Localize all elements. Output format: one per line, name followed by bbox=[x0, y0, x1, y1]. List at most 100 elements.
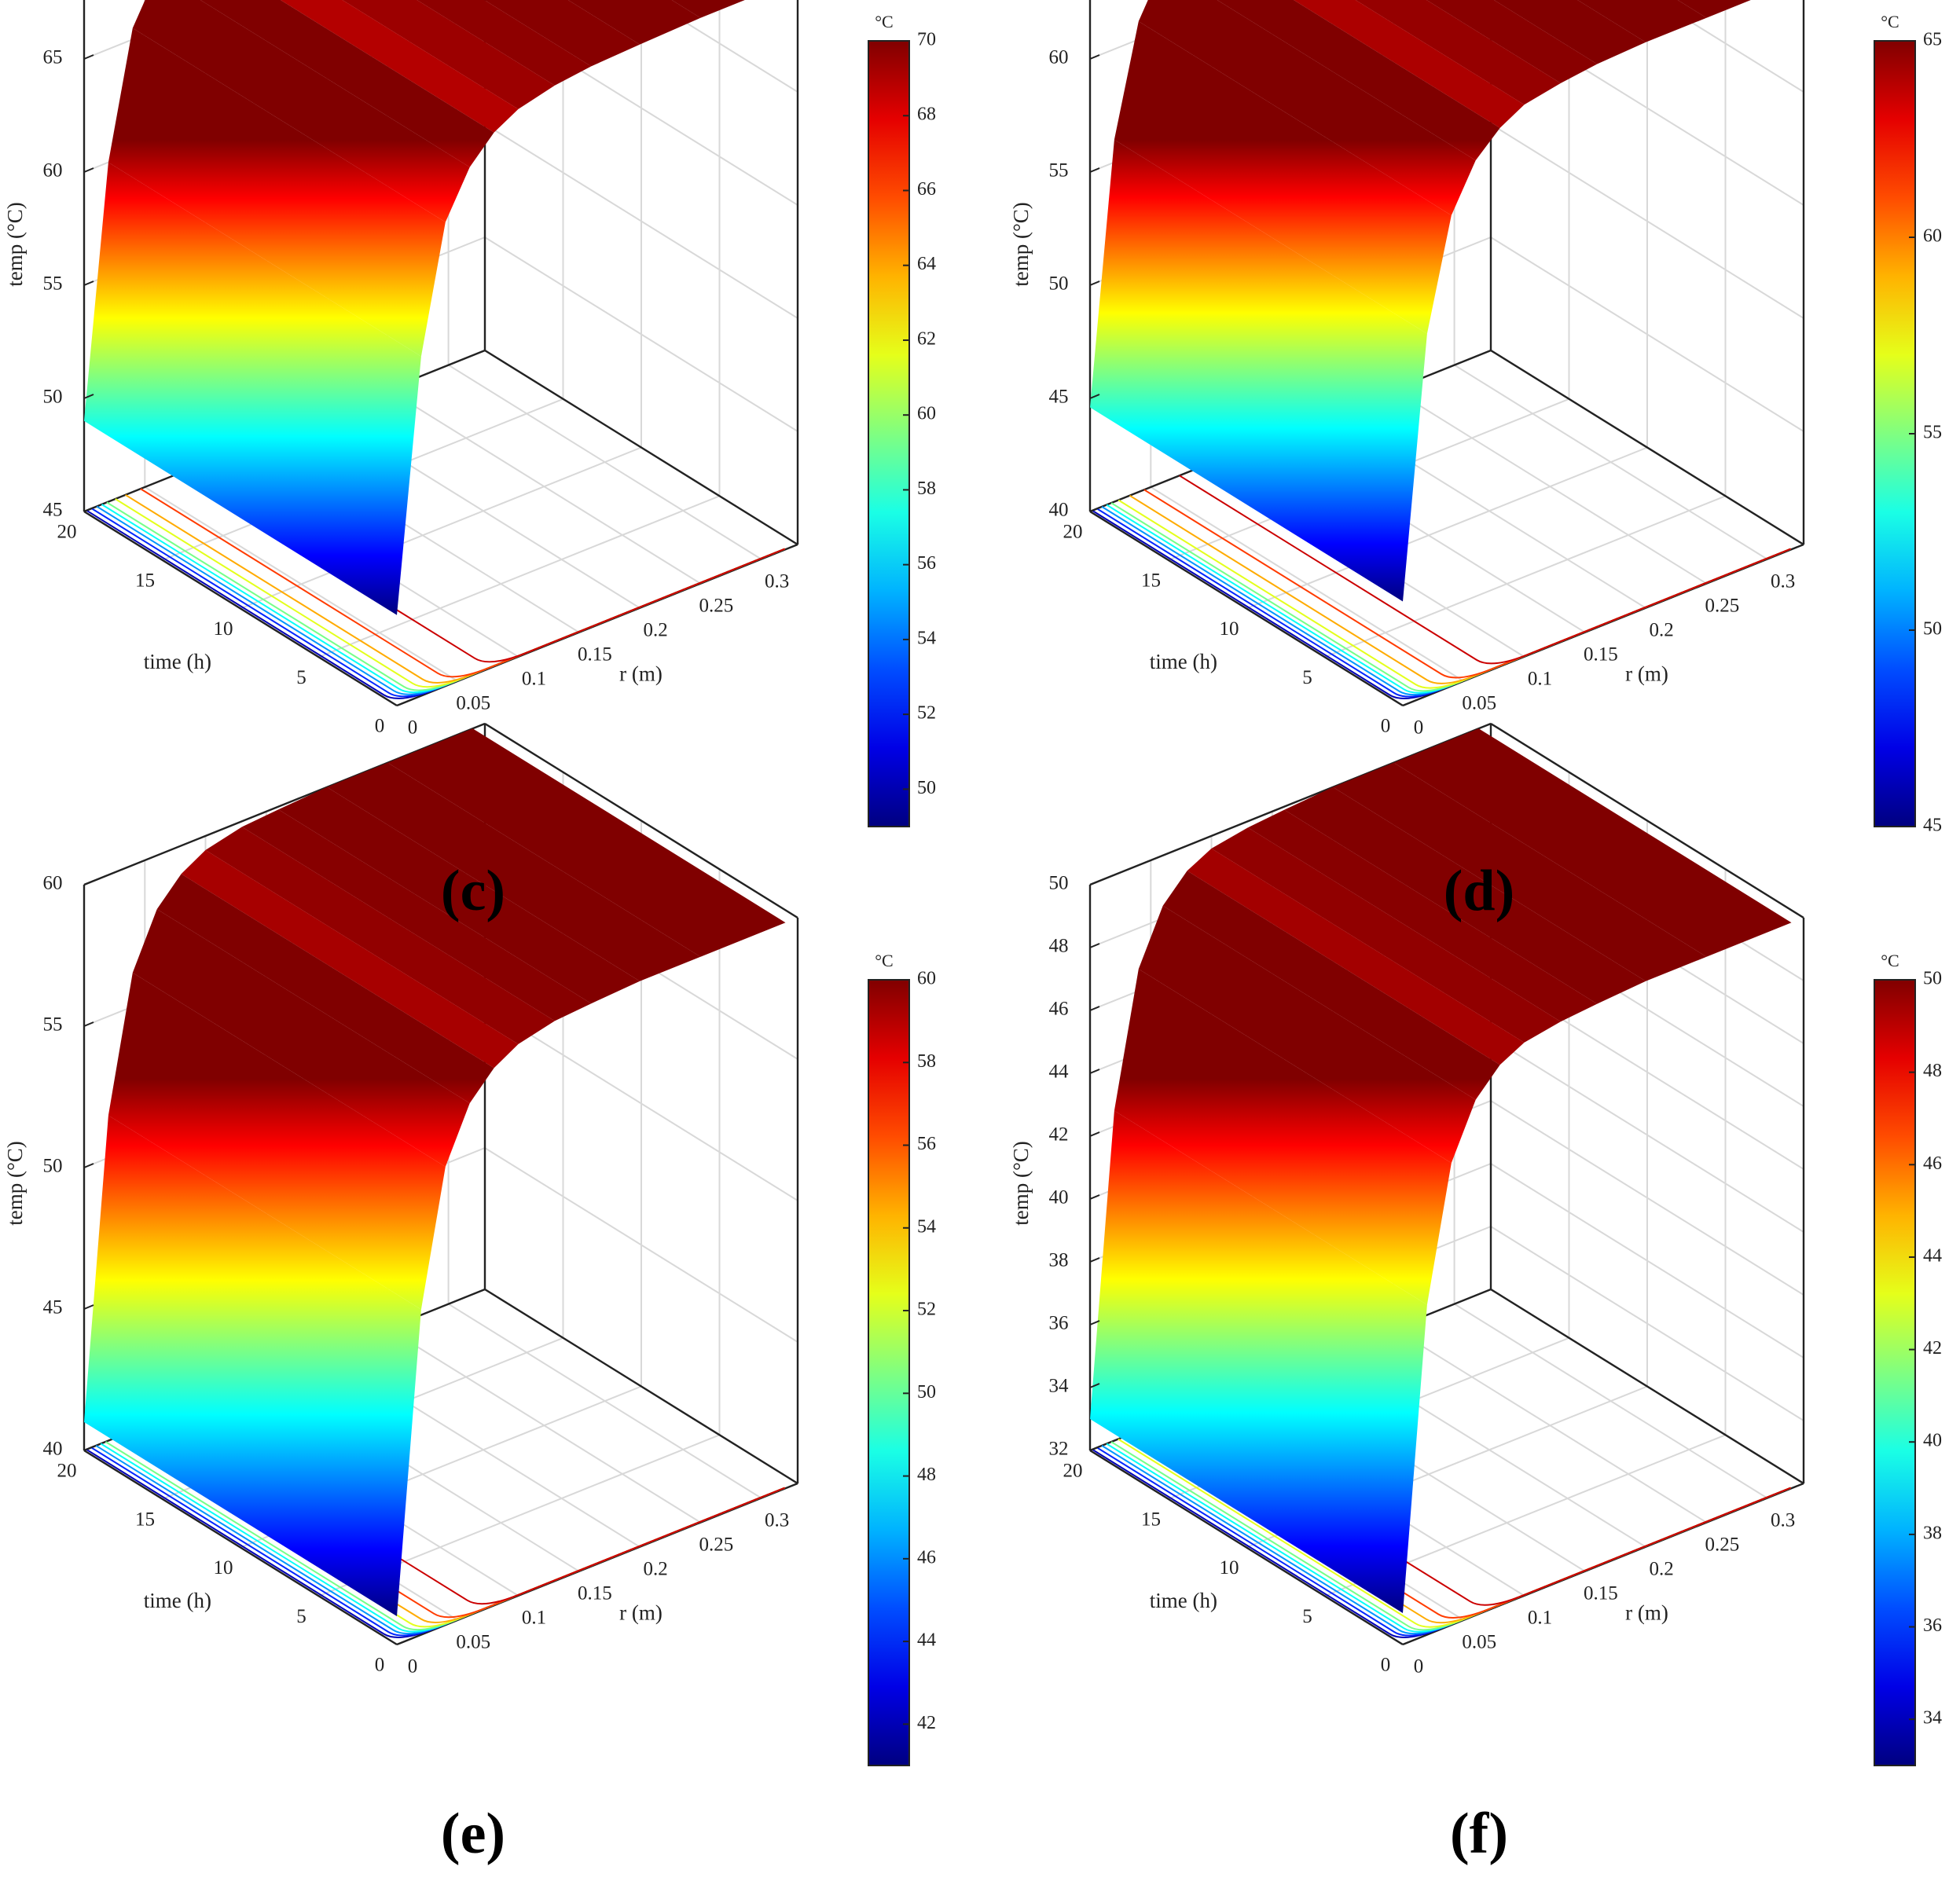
colorbar-tick-label: 70 bbox=[917, 30, 936, 50]
floor-contours bbox=[86, 473, 786, 699]
colorbar-tick-label: 56 bbox=[917, 553, 936, 574]
z-tick bbox=[83, 1163, 94, 1168]
time-tick-label: 0 bbox=[1381, 1655, 1391, 1676]
surface-strip bbox=[181, 849, 519, 1069]
z-tick-label: 45 bbox=[43, 1297, 63, 1318]
r-axis-title: r (m) bbox=[619, 662, 663, 685]
surface-strip bbox=[200, 0, 494, 167]
z-tick-label: 60 bbox=[43, 873, 63, 894]
time-tick-label: 15 bbox=[135, 1509, 155, 1530]
panel-e-plot: 40 45 50 55 60 0 0.05 0.1 0.15 0.2 0.25 0.3 0 5 10 15 20… bbox=[3, 722, 936, 1766]
panel-label-f: (f) bbox=[1450, 1802, 1508, 1866]
surface-strip bbox=[387, 728, 786, 957]
panel-c-plot: 45 50 55 60 65 70 0 0.05 0.1 0.15 0.2 0.25 0.3 0 5 10 15… bbox=[3, 0, 936, 827]
z-tick-label: 50 bbox=[43, 387, 63, 408]
r-tick-label: 0.3 bbox=[765, 1509, 789, 1531]
colorbar-tick-label: 46 bbox=[1923, 1153, 1942, 1174]
z-tick-label: 40 bbox=[43, 1439, 63, 1460]
colorbar-tick-label: 36 bbox=[1923, 1615, 1942, 1636]
surface-strip bbox=[1247, 809, 1598, 1022]
colorbar-gradient bbox=[868, 40, 910, 827]
colorbar-tick-label: 66 bbox=[917, 179, 936, 200]
surface-strip bbox=[1294, 0, 1525, 128]
z-tick bbox=[1089, 507, 1100, 512]
time-tick-label: 5 bbox=[1302, 1606, 1312, 1627]
colorbar-unit: °C bbox=[1881, 951, 1899, 970]
r-tick-label: 0.1 bbox=[522, 1608, 546, 1629]
z-tick bbox=[1089, 880, 1100, 886]
axis-edge bbox=[484, 722, 798, 919]
r-tick-label: 0.25 bbox=[699, 1534, 733, 1555]
surface-strip bbox=[1090, 139, 1427, 602]
contour-line bbox=[169, 1415, 786, 1605]
surface-strip bbox=[205, 827, 555, 1044]
contour-line bbox=[177, 473, 786, 663]
z-tick-label: 45 bbox=[43, 500, 63, 521]
surface-strip bbox=[1393, 728, 1792, 957]
colorbar-tick-label: 48 bbox=[1923, 1061, 1942, 1081]
surface-strip bbox=[342, 0, 555, 109]
r-axis-title: r (m) bbox=[1625, 1600, 1668, 1624]
time-tick-label: 20 bbox=[1063, 522, 1083, 543]
r-tick-label: 0.15 bbox=[578, 1583, 612, 1604]
r-tick-label: 0.2 bbox=[643, 1558, 667, 1579]
surface-strip bbox=[278, 786, 640, 1004]
z-tick-label: 45 bbox=[1049, 387, 1069, 408]
z-tick-label: 60 bbox=[1049, 47, 1069, 68]
surface bbox=[1090, 728, 1792, 1613]
contour-line bbox=[125, 493, 786, 684]
axis-edge bbox=[1490, 349, 1804, 546]
axis-edge bbox=[484, 1288, 798, 1485]
temp-axis-title: temp (°C) bbox=[1009, 1141, 1033, 1226]
colorbar-tick-label: 40 bbox=[1923, 1431, 1942, 1451]
r-tick-label: 0.3 bbox=[1771, 570, 1795, 592]
contour-line bbox=[1118, 499, 1792, 689]
time-tick-label: 10 bbox=[214, 618, 233, 640]
surface-strip bbox=[156, 874, 494, 1104]
r-tick-label: 0.15 bbox=[578, 644, 612, 666]
contour-line bbox=[1129, 494, 1792, 684]
colorbar-tick-label: 38 bbox=[1923, 1523, 1942, 1543]
z-tick-label: 32 bbox=[1049, 1439, 1069, 1460]
tick-labels: 40 45 50 55 60 0 0.05 0.1 0.15 0.2 0.25 0.3 0 5 10 15 20… bbox=[3, 873, 789, 1678]
panel-label-d: (d) bbox=[1443, 859, 1515, 923]
colorbar-tick-label: 64 bbox=[917, 254, 936, 274]
colorbar-tick-label: 58 bbox=[917, 478, 936, 499]
contour-line bbox=[1140, 1428, 1792, 1619]
colorbar-unit: °C bbox=[875, 12, 893, 31]
axis-edge bbox=[484, 349, 798, 546]
z-tick bbox=[83, 1446, 94, 1451]
surface-strip bbox=[1217, 0, 1500, 161]
r-tick-label: 0.05 bbox=[1462, 1632, 1496, 1653]
z-tick bbox=[83, 1304, 94, 1310]
z-tick bbox=[1089, 167, 1100, 173]
colorbar-tick-label: 50 bbox=[917, 778, 936, 798]
surface-strip bbox=[1187, 848, 1525, 1065]
colorbar-tick-label: 58 bbox=[917, 1051, 936, 1072]
surface-strip bbox=[1090, 1110, 1427, 1613]
surface-strip bbox=[1493, 0, 1646, 64]
z-tick-label: 42 bbox=[1049, 1124, 1069, 1146]
time-tick-label: 5 bbox=[1302, 667, 1312, 688]
time-tick-label: 20 bbox=[57, 1461, 77, 1482]
colorbar-tick-label: 60 bbox=[917, 969, 936, 989]
axis-edge bbox=[1089, 722, 1492, 886]
z-tick bbox=[1089, 1131, 1100, 1137]
r-tick-label: 0.15 bbox=[1584, 644, 1618, 666]
r-tick-label: 0.25 bbox=[1705, 595, 1739, 616]
r-tick-label: 0.05 bbox=[1462, 693, 1496, 714]
surface-strip bbox=[84, 162, 421, 615]
axis-edge bbox=[1089, 510, 1404, 707]
r-tick-label: 0.25 bbox=[1705, 1534, 1739, 1555]
time-tick-label: 0 bbox=[375, 716, 385, 737]
z-tick bbox=[83, 54, 94, 60]
z-tick-label: 50 bbox=[43, 1156, 63, 1177]
z-tick bbox=[1089, 1006, 1100, 1011]
axis-edge bbox=[1490, 1288, 1804, 1485]
colorbar-tick-label: 44 bbox=[1923, 1245, 1942, 1266]
surface-strip bbox=[1211, 827, 1561, 1043]
surface-strip bbox=[327, 762, 701, 981]
colorbar-gradient bbox=[1874, 979, 1916, 1766]
r-tick-label: 0.15 bbox=[1584, 1583, 1618, 1604]
r-tick-label: 0.2 bbox=[643, 619, 667, 640]
